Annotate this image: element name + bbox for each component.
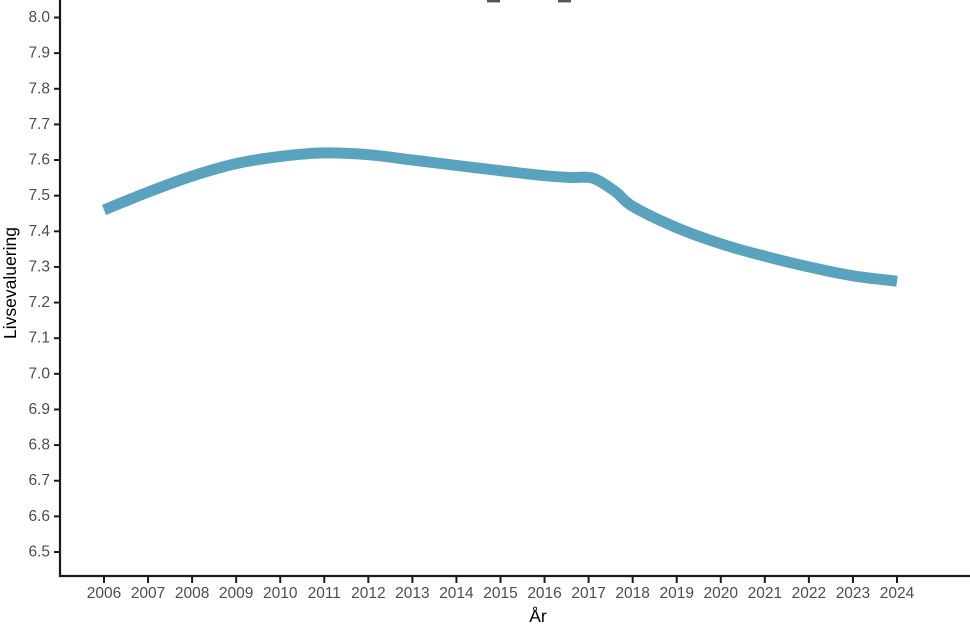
y-tick-label: 7.3	[28, 258, 50, 275]
cropped-title-descender	[558, 0, 571, 3]
x-tick-label: 2023	[836, 585, 870, 602]
x-tick-label: 2019	[659, 585, 693, 602]
x-tick-label: 2006	[87, 585, 121, 602]
x-tick-label: 2024	[880, 585, 915, 602]
y-tick-label: 6.8	[28, 437, 50, 454]
y-tick-label: 7.0	[28, 365, 50, 382]
y-axis-ticks: 8.0 7.9 7.8 7.7 7.6 7.5 7.4 7.3 7.2 7.1 7.0 6.9 6.8 6…	[28, 9, 60, 561]
y-tick-label: 6.6	[28, 508, 50, 525]
x-tick-label: 2013	[395, 585, 429, 602]
x-tick-label: 2015	[483, 585, 517, 602]
x-axis-title: År	[529, 606, 547, 626]
y-tick-label: 7.2	[28, 294, 50, 311]
x-tick-label: 2017	[571, 585, 605, 602]
x-tick-label: 2008	[175, 585, 209, 602]
y-tick-label: 6.7	[28, 472, 50, 489]
x-tick-label: 2022	[792, 585, 826, 602]
x-tick-label: 2010	[263, 585, 298, 602]
y-tick-label: 6.9	[28, 401, 50, 418]
y-tick-label: 7.5	[28, 187, 50, 204]
x-tick-label: 2020	[704, 585, 739, 602]
y-tick-label: 7.6	[28, 152, 50, 169]
x-tick-label: 2016	[527, 585, 561, 602]
x-tick-label: 2021	[748, 585, 782, 602]
y-tick-label: 7.8	[28, 80, 50, 97]
cropped-title-descender	[487, 0, 500, 3]
y-tick-label: 7.4	[28, 223, 50, 240]
x-axis-ticks: 2006 2007 2008 2009 2010 2011 2012 2013 2014 2015…	[87, 576, 915, 602]
y-tick-label: 7.7	[28, 116, 50, 133]
trend-line	[101, 147, 898, 287]
y-tick-label: 7.1	[28, 330, 50, 347]
x-tick-label: 2009	[219, 585, 253, 602]
y-tick-label: 7.9	[28, 45, 50, 62]
x-tick-label: 2012	[351, 585, 385, 602]
y-axis-title: Livsevaluering	[0, 227, 20, 339]
x-tick-label: 2014	[439, 585, 474, 602]
x-tick-label: 2018	[615, 585, 649, 602]
x-tick-label: 2011	[308, 585, 341, 602]
y-tick-label: 6.5	[28, 544, 50, 561]
y-tick-label: 8.0	[28, 9, 50, 26]
x-tick-label: 2007	[131, 585, 165, 602]
